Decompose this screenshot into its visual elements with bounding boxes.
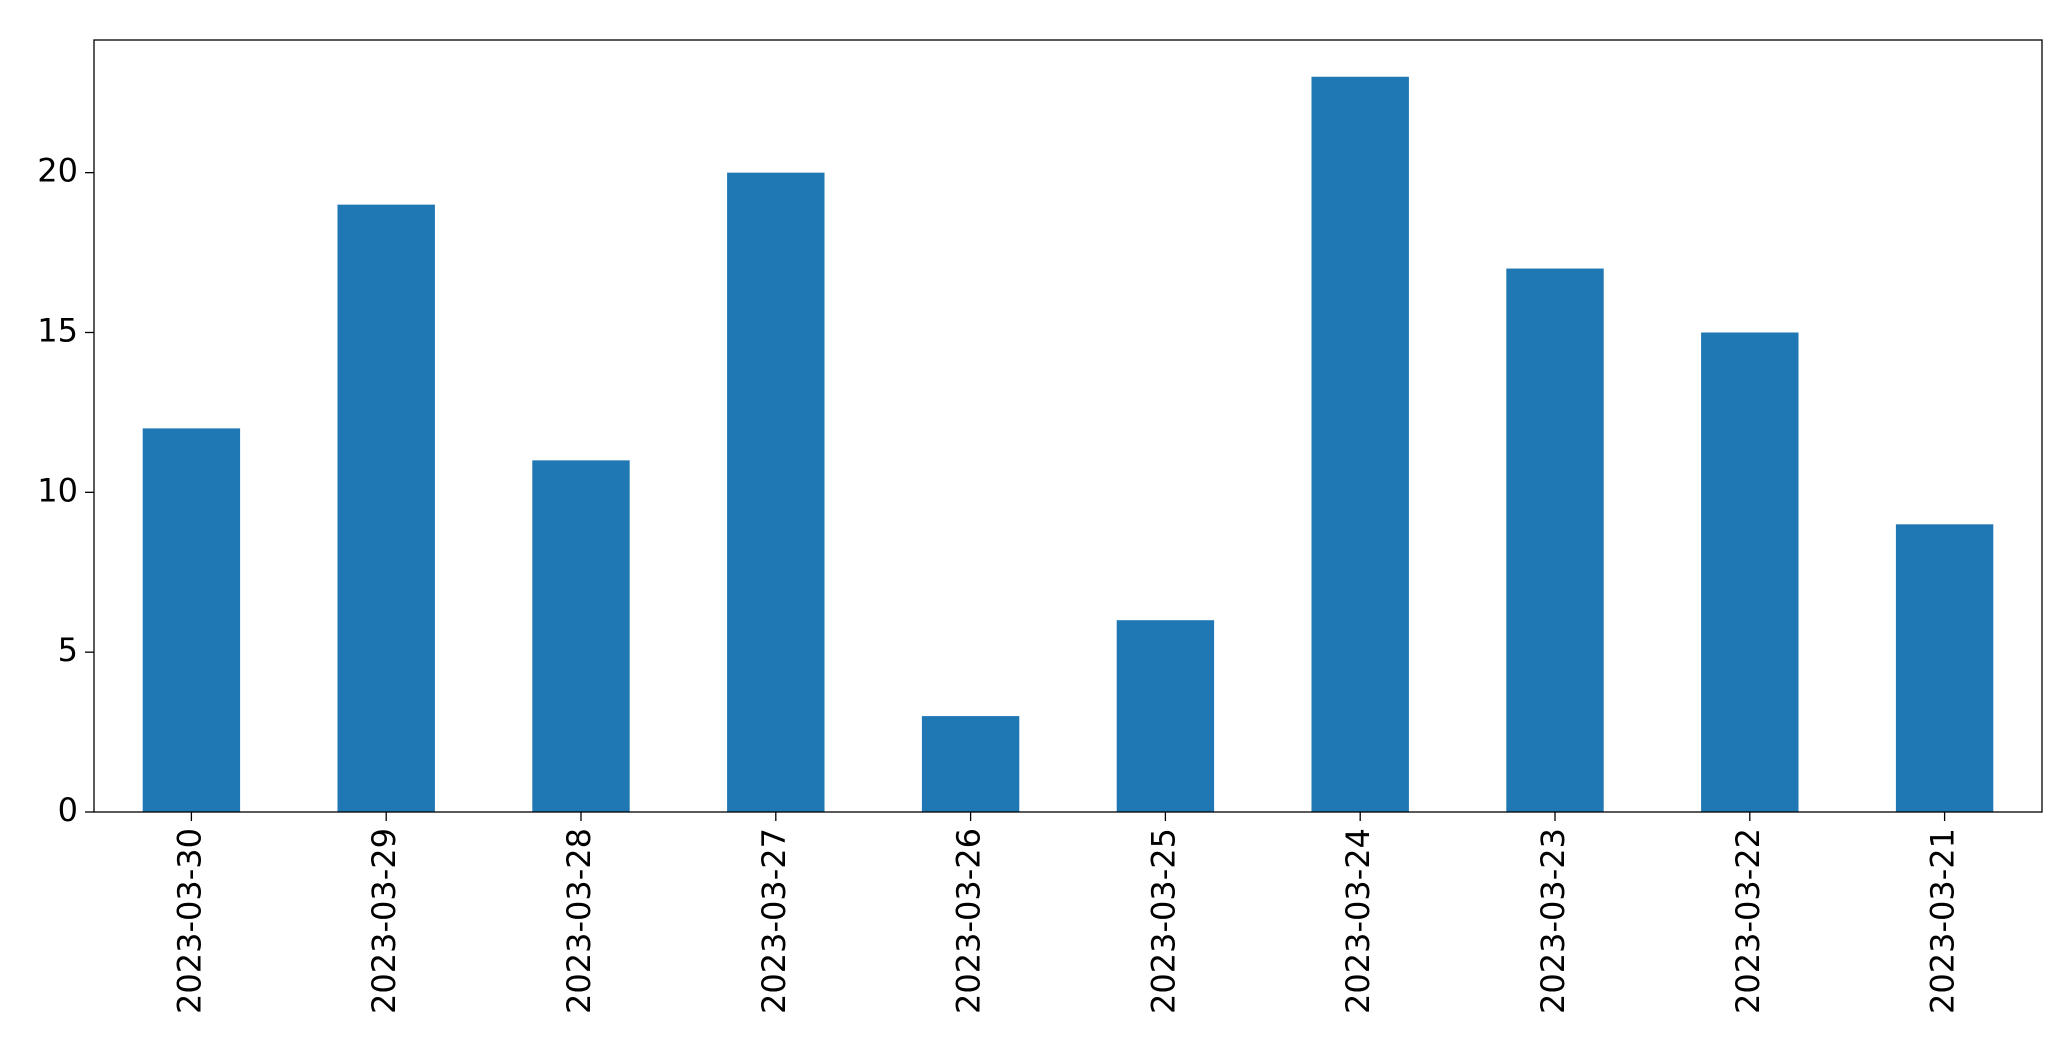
plot-frame: [93, 39, 2043, 813]
bar: [921, 716, 1020, 812]
bar: [1895, 524, 1994, 812]
x-tick-label: 2023-03-23: [1534, 828, 1572, 1014]
x-tick-label: 2023-03-28: [560, 828, 598, 1014]
x-tick-label: 2023-03-24: [1339, 828, 1377, 1014]
y-tick-label: 5: [58, 631, 78, 669]
bar: [1116, 620, 1215, 812]
bar: [1701, 332, 1799, 812]
x-tick-label: 2023-03-27: [755, 828, 793, 1014]
bar: [337, 204, 435, 812]
x-tick-label: 2023-03-26: [950, 828, 988, 1014]
bar: [1311, 76, 1409, 812]
bar: [142, 428, 241, 812]
y-tick-label: 15: [37, 311, 78, 349]
bar: [532, 460, 630, 812]
y-tick-label: 10: [37, 471, 78, 509]
y-tick-label: 0: [58, 791, 78, 829]
x-tick-label: 2023-03-22: [1729, 828, 1767, 1014]
x-tick-label: 2023-03-30: [170, 828, 208, 1014]
x-tick-label: 2023-03-29: [365, 828, 403, 1014]
x-tick-label: 2023-03-21: [1924, 828, 1962, 1014]
bar: [1506, 268, 1604, 813]
bar: [727, 172, 825, 812]
y-tick-label: 20: [37, 152, 78, 190]
x-tick-label: 2023-03-25: [1144, 828, 1182, 1014]
